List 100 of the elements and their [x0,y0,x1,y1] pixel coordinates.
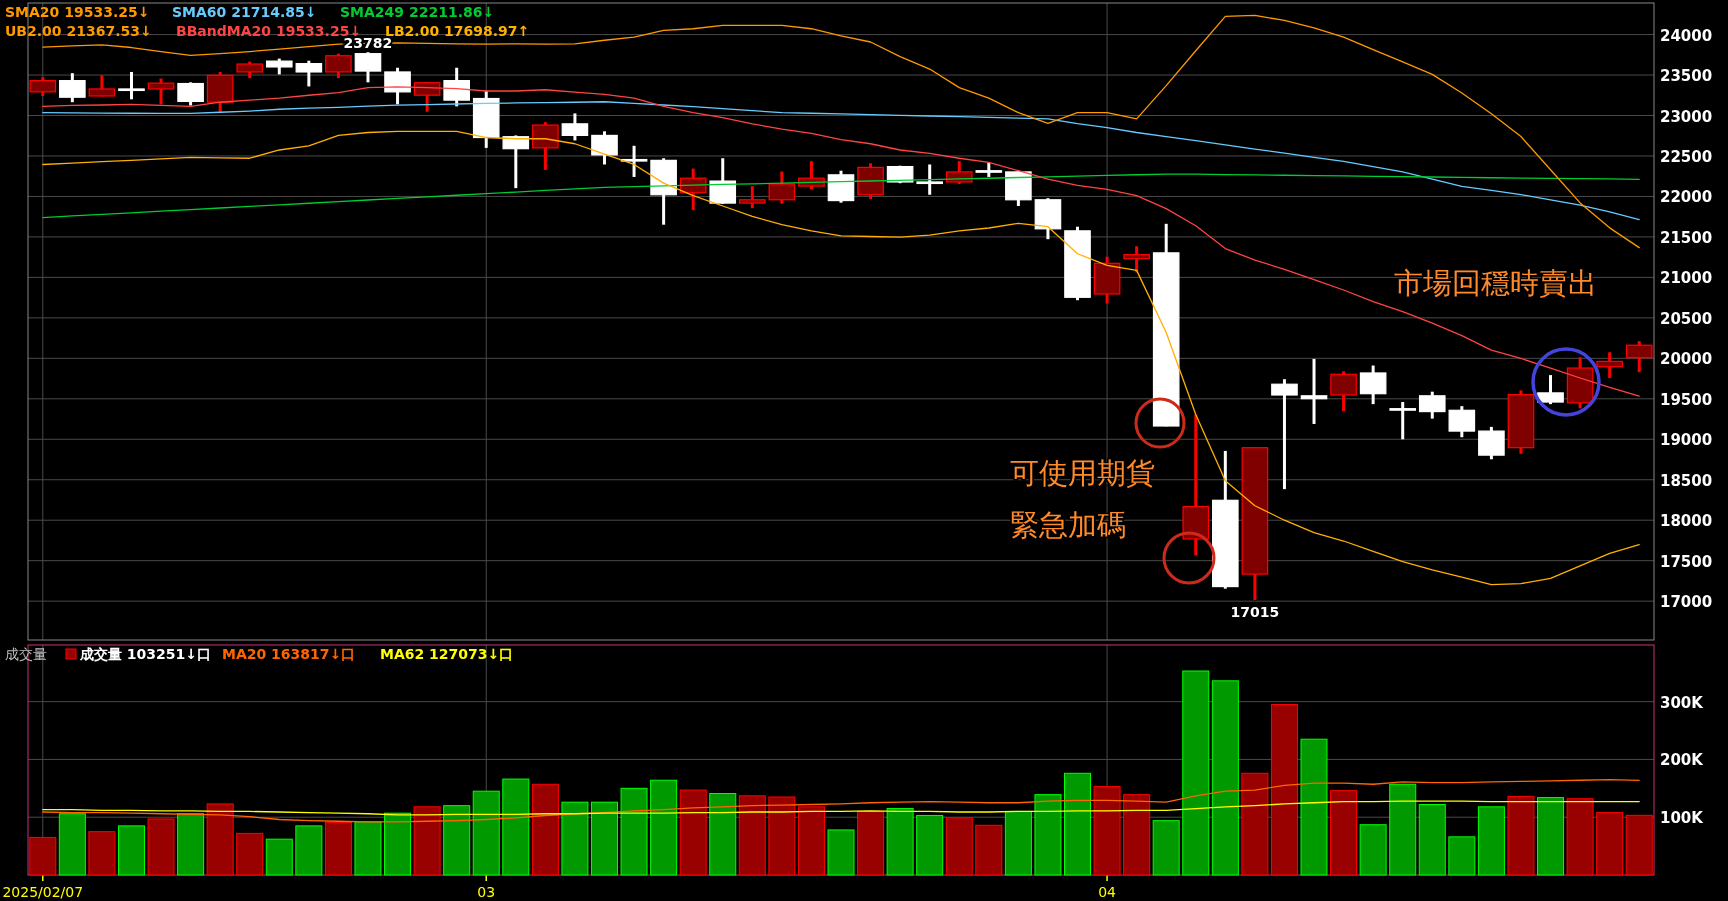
bar [620,787,648,876]
bar [1211,680,1239,876]
bar [827,829,855,876]
bar [206,803,234,876]
bar [1330,790,1358,876]
y-tick-label: 21000 [1660,269,1713,288]
bar [945,817,973,876]
y-tick-label: 23500 [1660,67,1713,86]
bar [295,825,323,876]
bar [1004,810,1032,876]
bar [561,801,589,876]
bar [916,814,944,876]
line-series [42,800,1640,816]
bar [29,836,57,876]
bar [117,825,145,876]
line-series [42,101,1640,221]
y-tick-label: 22000 [1660,188,1713,207]
annotation: 市場回穩時賣出 [1394,266,1597,300]
candlestick [147,78,175,105]
bar [1270,704,1298,876]
y-tick-label: 24000 [1660,26,1713,45]
bar [768,796,796,876]
candlestick [916,164,943,195]
bar [1034,794,1062,876]
bar [472,790,500,876]
y-tick-label: 20500 [1660,309,1713,328]
bar [709,793,737,876]
bar [1596,812,1624,876]
bar [886,808,914,876]
line-series [42,86,1640,397]
bar [1477,806,1505,876]
candlestick [118,70,145,100]
y-tick-label: 200K [1660,751,1705,770]
line-series [42,173,1640,219]
candlestick [1596,352,1623,378]
chart-title: 成交量 [5,646,47,662]
bar [1359,824,1387,876]
bar [590,801,618,876]
bar [1093,786,1121,876]
candlestick [739,186,766,210]
bar [354,821,382,876]
annotation: 緊急加碼 [1010,508,1126,542]
bar [265,838,293,876]
text: MA62 127073↓口 [380,646,514,662]
bar [1507,795,1535,876]
y-tick-label: 22500 [1660,147,1713,166]
y-tick-label: 21500 [1660,228,1713,247]
bar [1566,798,1594,876]
text: LB2.00 17698.97↑ [385,23,530,39]
candlestick [1389,402,1417,440]
y-tick-label: 18500 [1660,471,1713,490]
bar [1537,797,1565,876]
annotation: SMA20 19533.25↓ [5,4,150,20]
bar [797,806,825,876]
line-series [42,779,1640,823]
bar [177,813,205,876]
y-tick-label: 17500 [1660,552,1713,571]
bar [324,821,352,876]
bar [384,812,412,876]
bar [679,789,707,876]
y-tick-label: 300K [1660,693,1705,712]
bar [1418,804,1446,876]
text: SMA249 22211.86↓ [340,4,495,20]
bar [1625,814,1653,876]
bar [88,831,116,876]
x-tick-label: 04 [1098,884,1117,900]
bar [502,778,530,876]
y-tick-label: 18000 [1660,512,1713,531]
bar [1123,794,1151,876]
bar [1152,820,1180,876]
bar [1241,772,1269,876]
series-label: UB2.00 21367.53↓ [5,23,152,39]
candlestick [620,144,648,177]
candlestick [1300,357,1328,424]
bar [58,813,86,876]
bar [1064,772,1092,876]
bar [975,824,1003,876]
line-series [42,130,1640,586]
text: MA20 163817↓口 [222,646,356,662]
bar [1389,783,1417,876]
x-tick-label: 2025/02/07 [2,884,84,900]
bar [531,783,559,876]
bar [236,832,264,876]
text: BBandMA20 19533.25↓ [176,23,362,39]
bar [1182,670,1210,876]
annotation: 可使用期貨 [1010,456,1155,490]
bar [1448,836,1476,876]
text: SMA60 21714.85↓ [172,4,317,20]
annotation: 17015 [1230,603,1280,620]
bar [1300,738,1328,876]
y-tick-label: 19000 [1660,431,1713,450]
y-tick-label: 17000 [1660,593,1713,612]
legend-label: 成交量 103251↓口 [79,646,212,662]
y-tick-label: 19500 [1660,390,1713,409]
y-tick-label: 23000 [1660,107,1713,126]
bar [443,805,471,876]
candlestick [1271,379,1298,491]
bar [738,795,766,876]
bar [650,779,678,876]
x-tick-label: 03 [477,884,496,900]
